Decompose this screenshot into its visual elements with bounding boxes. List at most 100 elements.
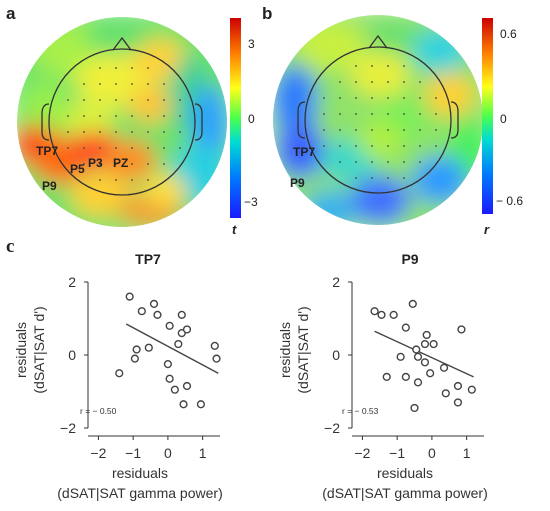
electrode-dot <box>147 115 149 117</box>
regression-line <box>125 323 219 374</box>
electrode-dot <box>163 163 165 165</box>
electrode-dots-b <box>323 65 437 179</box>
electrode-dot <box>147 131 149 133</box>
y-axis-label-line1: residuals <box>13 322 29 378</box>
y-tick-label: 0 <box>332 347 340 363</box>
electrode-dot <box>355 129 357 131</box>
electrode-dot <box>67 99 69 101</box>
nose-icon-b <box>368 34 388 49</box>
electrode-dot <box>403 161 405 163</box>
regression-line <box>374 330 474 378</box>
right-ear-icon <box>194 103 203 141</box>
electrode-dot <box>99 83 101 85</box>
electrode-dot <box>99 99 101 101</box>
data-point <box>177 310 186 319</box>
electrode-dot <box>115 99 117 101</box>
data-point <box>401 323 410 332</box>
colorbar-b-min-label: − 0.6 <box>496 194 523 208</box>
electrode-dot <box>419 161 421 163</box>
x-tick-label: 0 <box>428 445 436 461</box>
data-point <box>130 354 139 363</box>
electrode-label-p3: P3 <box>88 156 103 170</box>
chart-title: TP7 <box>135 251 161 267</box>
electrode-dot <box>339 113 341 115</box>
electrode-dot <box>83 99 85 101</box>
electrode-dot <box>371 161 373 163</box>
x-tick-label: 0 <box>164 445 172 461</box>
electrode-dot <box>163 83 165 85</box>
colorbar-b <box>482 18 493 214</box>
left-ear-icon <box>41 103 50 141</box>
data-point <box>212 354 221 363</box>
electrode-dot <box>163 99 165 101</box>
data-point <box>429 339 438 349</box>
electrode-dot <box>339 97 341 99</box>
electrode-dot <box>355 177 357 179</box>
electrode-dot <box>387 65 389 67</box>
electrode-dot <box>179 147 181 149</box>
electrode-dot <box>99 163 101 165</box>
data-point <box>210 341 219 350</box>
data-point <box>149 299 159 309</box>
data-point <box>163 360 172 369</box>
data-point <box>182 325 192 334</box>
electrode-dot <box>387 81 389 83</box>
electrode-dot <box>147 163 149 165</box>
data-point <box>170 385 179 394</box>
data-point <box>426 369 435 378</box>
electrode-dot <box>339 161 341 163</box>
colorbar-b-max-label: 0.6 <box>500 27 517 41</box>
scatter-plot-p9: P9 residuals (dSAT|SAT d') residuals (dS… <box>277 251 488 501</box>
data-point <box>453 381 463 391</box>
electrode-dot <box>83 115 85 117</box>
data-point <box>137 307 146 316</box>
electrode-dot <box>147 179 149 181</box>
electrode-dot <box>115 147 117 149</box>
electrode-dot <box>67 115 69 117</box>
colorbar-a-unit-label: t <box>232 222 237 237</box>
electrode-dot <box>83 147 85 149</box>
colorbar-a <box>230 18 241 218</box>
data-point <box>439 363 449 372</box>
data-point <box>115 369 124 378</box>
electrode-dot <box>115 131 117 133</box>
data-point <box>179 400 188 409</box>
electrode-dot <box>419 145 421 147</box>
electrode-dot <box>403 65 405 67</box>
electrode-dot <box>115 83 117 85</box>
electrode-dot <box>419 113 421 115</box>
electrode-dot <box>99 131 101 133</box>
electrode-dot <box>163 131 165 133</box>
data-point <box>182 381 192 391</box>
electrode-dot <box>163 115 165 117</box>
data-point <box>382 372 391 382</box>
electrode-dot <box>323 145 325 147</box>
electrode-label-p9-a: P9 <box>42 179 57 193</box>
data-point <box>441 389 450 398</box>
y-tick-label: −2 <box>324 420 340 436</box>
electrode-dot <box>387 97 389 99</box>
electrode-dot <box>99 147 101 149</box>
data-point <box>132 345 141 354</box>
colorbar-a-min-label: −3 <box>244 195 258 209</box>
electrode-dot <box>115 67 117 69</box>
y-tick-label: 0 <box>68 347 76 363</box>
electrode-dot <box>355 65 357 67</box>
electrode-dot <box>99 179 101 181</box>
electrode-dot <box>419 97 421 99</box>
data-point <box>153 310 162 319</box>
data-point <box>408 299 417 309</box>
electrode-dot <box>131 147 133 149</box>
correlation-annotation: r = − 0.53 <box>342 406 379 416</box>
data-point <box>413 352 423 361</box>
data-point <box>422 330 431 340</box>
topomap-b: TP7 P9 0.6 0 − 0.6 r <box>273 15 523 237</box>
electrode-dot <box>371 113 373 115</box>
electrode-dot <box>435 97 437 99</box>
electrode-dot <box>131 163 133 165</box>
head-outline <box>48 48 196 196</box>
x-axis-label-line2: (dSAT|SAT gamma power) <box>57 485 222 501</box>
topomap-a: TP7 P5 P3 PZ P9 3 0 −3 t <box>17 17 258 237</box>
nose-icon <box>112 36 132 51</box>
electrode-dot <box>67 131 69 133</box>
